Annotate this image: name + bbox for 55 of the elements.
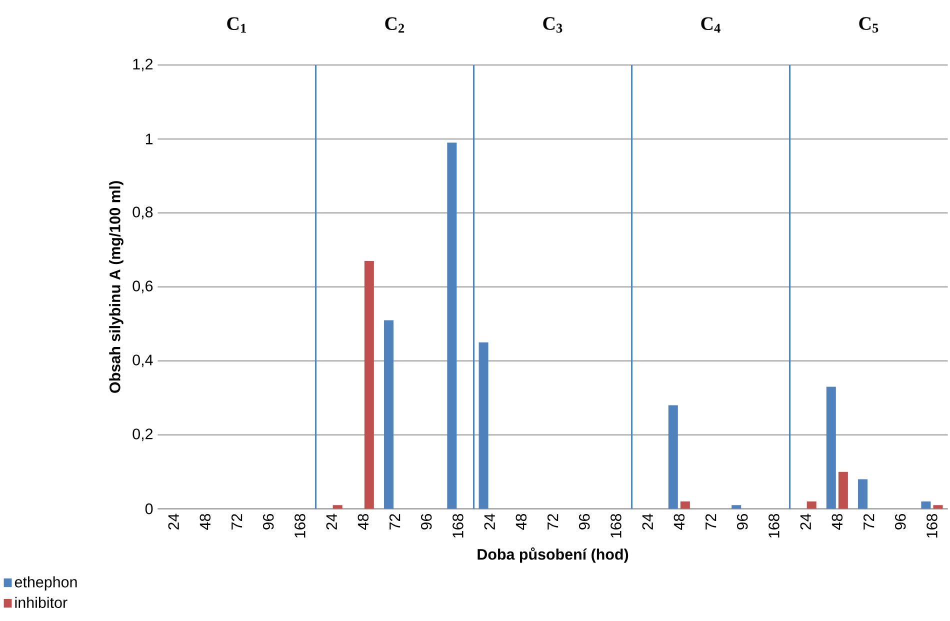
y-tick-label: 1,2 [133,58,153,72]
y-tick-label: 0,8 [132,206,153,220]
x-tick-label: 24 [168,514,179,530]
y-tick-label: 0 [145,503,153,514]
bar [668,405,678,509]
x-axis-title: Doba působení (hod) [478,547,628,563]
x-tick-label: 168 [294,514,306,538]
x-tick-label: 72 [231,514,242,530]
x-tick-label: 96 [420,514,432,530]
text: C$_{4}$ [701,17,720,33]
x-tick-label: 96 [262,514,274,530]
x-tick-label: 48 [674,514,685,530]
bar [364,260,374,509]
x-tick-label: 168 [768,514,780,538]
x-tick-label: 96 [894,514,906,530]
x-tick-label: 72 [705,514,716,530]
bar [858,479,868,509]
x-tick-label: 24 [800,514,811,530]
x-tick-label: 48 [358,514,369,530]
x-tick-label: 168 [452,514,464,538]
x-tick-label: 96 [578,514,590,530]
x-tick-label: 24 [642,514,653,530]
y-tick-label: 0,4 [132,354,153,368]
x-tick-label: 168 [926,514,938,538]
text: C$_{3}$ [543,17,562,33]
legend-label: inhibitor [15,596,68,608]
y-tick-label: 0,6 [132,280,153,294]
x-tick-label: 48 [200,514,211,530]
legend-label: ethephon [14,576,77,590]
bar [478,342,488,509]
x-tick-label: 72 [547,514,558,530]
bar [806,501,816,509]
bar [921,501,931,509]
bar [384,320,394,509]
bar [332,505,342,509]
x-tick-label: 72 [389,514,400,530]
y-tick-label: 1 [146,134,153,144]
x-tick-label: 96 [736,514,748,530]
x-tick-label: 24 [484,514,495,530]
bar [680,501,690,509]
x-tick-label: 48 [832,514,843,530]
bar [732,505,742,509]
bar [838,472,848,509]
x-tick-label: 48 [516,514,527,530]
x-tick-label: 24 [326,514,337,530]
bar [826,386,836,509]
bar [447,142,457,509]
x-tick-label: 168 [610,514,622,538]
y-tick-label: 0,2 [132,428,153,442]
text: C$_{5}$ [859,17,878,33]
text: C$_{2}$ [385,17,404,33]
y-axis-title: Obsah silybinu A (mg/100 ml) [109,181,124,393]
text: C$_{1}$ [227,17,246,33]
x-tick-label: 72 [863,514,874,530]
bar [933,505,943,509]
